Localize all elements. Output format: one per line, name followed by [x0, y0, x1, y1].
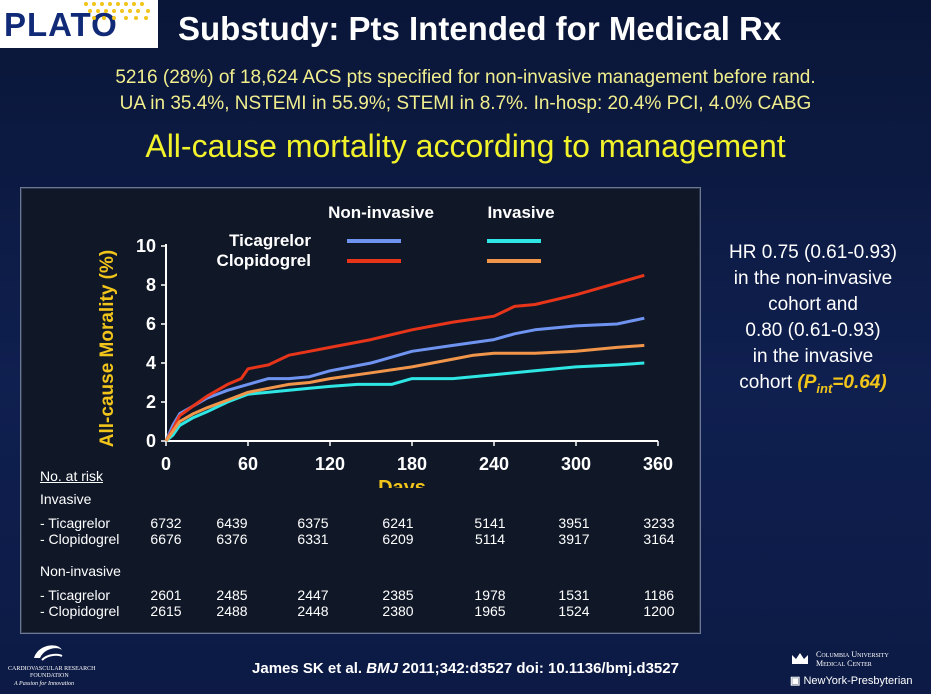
chart-panel: 0 60 120 180 240 300 360 0 2 4 6 8 10 Days All-cause M…: [20, 187, 701, 634]
at-risk-cell: 3951: [558, 515, 590, 531]
at-risk-cell: 6676: [150, 531, 182, 547]
at-risk-row-label: - Clopidogrel: [40, 531, 120, 547]
logo-dots-decoration: [84, 2, 150, 20]
at-risk-cell: 3233: [643, 515, 675, 531]
at-risk-cell: 2485: [216, 587, 248, 603]
section-heading: All-cause mortality according to managem…: [145, 128, 786, 164]
at-risk-cell: 6331: [297, 531, 329, 547]
at-risk-cell: 1531: [558, 587, 590, 603]
series-line-2: [165, 361, 645, 443]
mortality-chart: 0 60 120 180 240 300 360 0 2 4 6 8 10 Days All-cause M…: [97, 203, 673, 488]
p-int-subscript: int: [816, 380, 833, 396]
y-tick-label: 8: [146, 275, 156, 295]
at-risk-cell: 1200: [643, 603, 675, 619]
y-tick-label: 4: [146, 353, 156, 373]
nyp-label: NewYork-Presbyterian: [803, 675, 913, 687]
hr-line-3: cohort and: [768, 294, 858, 315]
x-tick-label: 60: [238, 454, 258, 474]
at-risk-cell: 2380: [382, 603, 414, 619]
at-risk-cell: 6376: [216, 531, 248, 547]
at-risk-title: No. at risk: [40, 468, 104, 484]
at-risk-cell: 1978: [474, 587, 506, 603]
legend-row-label: Ticagrelor: [229, 231, 311, 250]
at-risk-group-label: Invasive: [40, 491, 92, 507]
series-layer: [164, 273, 645, 443]
p-interaction: (Pint=0.64): [797, 372, 887, 396]
hr-line-2: in the non-invasive: [733, 268, 893, 289]
hr-line-5: in the invasive: [752, 346, 874, 367]
columbia-line-1: Columbia University: [816, 650, 889, 659]
hr-line-6-prefix: cohort: [739, 372, 793, 393]
at-risk-row-label: - Clopidogrel: [40, 603, 120, 619]
at-risk-cell: 2488: [216, 603, 248, 619]
citation-authors: James SK et al.: [252, 660, 363, 677]
at-risk-cell: 2448: [297, 603, 329, 619]
series-line-1: [164, 273, 645, 442]
hr-line-1: HR 0.75 (0.61-0.93): [729, 242, 897, 263]
subtitle-line-1: 5216 (28%) of 18,624 ACS pts specified f…: [115, 67, 816, 88]
y-tick-label: 2: [146, 392, 156, 412]
at-risk-cell: 5141: [474, 515, 506, 531]
hazard-ratio-note: HR 0.75 (0.61-0.93) in the non-invasive …: [700, 240, 926, 402]
x-tick-label: 300: [561, 454, 591, 474]
at-risk-cell: 2601: [150, 587, 182, 603]
at-risk-cell: 5114: [474, 531, 506, 547]
axes-layer: 0 60 120 180 240 300 360 0 2 4 6 8 10 Days All-cause M…: [97, 236, 673, 488]
crf-swirl-icon: [34, 645, 63, 661]
legend-layer: Non-invasive Invasive TicagrelorClopidogre…: [217, 203, 555, 270]
y-tick-label: 6: [146, 314, 156, 334]
at-risk-row-label: - Ticagrelor: [40, 587, 111, 603]
y-axis-label: All-cause Morality (%): [97, 250, 118, 447]
at-risk-cell: 2385: [382, 587, 414, 603]
crown-icon: [792, 653, 808, 664]
at-risk-cell: 2615: [150, 603, 182, 619]
columbia-line-2: Medical Center: [816, 659, 872, 668]
at-risk-cell: 2447: [297, 587, 329, 603]
x-tick-label: 360: [643, 454, 673, 474]
y-tick-label: 0: [146, 431, 156, 451]
x-tick-label: 120: [315, 454, 345, 474]
x-tick-label: 180: [397, 454, 427, 474]
legend-column-header: Invasive: [487, 203, 554, 222]
hr-line-4: 0.80 (0.61-0.93): [745, 320, 881, 341]
at-risk-cell: 6241: [382, 515, 414, 531]
crf-line-3: A Passion for Innovation: [14, 681, 75, 687]
at-risk-row-label: - Ticagrelor: [40, 515, 111, 531]
at-risk-cell: 1186: [643, 587, 675, 603]
crf-line-1: CARDIOVASCULAR RESEARCH: [8, 666, 96, 672]
nyp-mark-icon: ▣: [790, 675, 801, 687]
hr-line-6: cohort (Pint=0.64): [700, 370, 926, 402]
y-tick-label: 10: [136, 236, 156, 256]
legend-column-header: Non-invasive: [328, 203, 434, 222]
x-tick-label: 0: [161, 454, 171, 474]
legend-row-label: Clopidogrel: [217, 251, 311, 270]
citation-rest: 2011;342:d3527 doi: 10.1136/bmj.d3527: [402, 660, 679, 677]
at-risk-cell: 6732: [150, 515, 182, 531]
columbia-nyp-logo: Columbia University Medical Center ▣ New…: [790, 648, 930, 692]
plato-logo: [0, 0, 158, 48]
series-line-3: [164, 343, 645, 442]
at-risk-cell: 3164: [643, 531, 675, 547]
slide-title: Substudy: Pts Intended for Medical Rx: [178, 10, 782, 47]
citation: James SK et al. BMJ 2011;342:d3527 doi: …: [0, 660, 931, 677]
subtitle-line-2: UA in 35.4%, NSTEMI in 55.9%; STEMI in 8…: [119, 93, 812, 114]
x-tick-label: 240: [479, 454, 509, 474]
crf-logo: CARDIOVASCULAR RESEARCH FOUNDATION A Pas…: [8, 640, 95, 690]
crf-line-2: FOUNDATION: [30, 673, 69, 679]
at-risk-cell: 1524: [558, 603, 590, 619]
x-axis-label: Days: [378, 477, 426, 488]
nyp-text: ▣ NewYork-Presbyterian: [790, 674, 913, 687]
citation-journal: BMJ: [366, 660, 398, 677]
at-risk-cell: 1965: [474, 603, 506, 619]
at-risk-cell: 3917: [558, 531, 590, 547]
at-risk-cell: 6375: [297, 515, 329, 531]
at-risk-cell: 6209: [382, 531, 414, 547]
at-risk-group-label: Non-invasive: [40, 563, 121, 579]
at-risk-cell: 6439: [216, 515, 248, 531]
